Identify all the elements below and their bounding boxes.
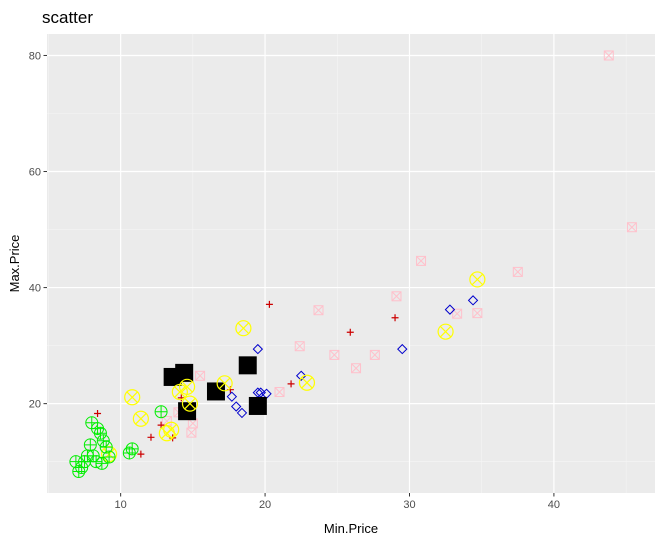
data-point-circle-cross — [235, 320, 252, 337]
x-tick-label: 20 — [259, 499, 271, 511]
data-point-circle-cross — [216, 375, 233, 392]
data-point-square-cross — [274, 387, 285, 398]
data-point-square — [175, 363, 194, 382]
data-point-diamond — [236, 407, 248, 419]
plot-panel — [47, 34, 655, 493]
data-point-square-cross — [391, 291, 402, 302]
data-point-square-cross — [313, 305, 324, 316]
data-point-square-cross — [329, 349, 340, 360]
data-point-plus — [287, 380, 295, 388]
data-point-square-cross — [603, 50, 614, 61]
data-point-plus — [157, 421, 165, 429]
data-point-square-cross — [512, 266, 523, 277]
data-point-diamond — [252, 343, 264, 355]
data-point-plus — [346, 328, 354, 336]
data-point-diamond — [397, 343, 408, 355]
y-axis-label: Max.Price — [7, 235, 22, 293]
data-point-diamond — [230, 401, 242, 412]
data-point-circle-plus — [91, 422, 105, 436]
data-point-circle-plus — [95, 456, 109, 470]
data-point-plus — [265, 300, 273, 308]
data-point-diamond — [295, 370, 307, 381]
data-point-square-cross — [186, 427, 197, 438]
y-tick-label: 60 — [29, 167, 41, 179]
x-tick-label: 30 — [403, 499, 415, 511]
data-point-circle-plus — [125, 442, 139, 456]
data-points — [69, 50, 637, 479]
data-point-circle-cross — [437, 323, 454, 340]
data-point-circle-plus — [93, 426, 107, 440]
x-tick-label: 40 — [548, 499, 560, 511]
chart-title: scatter — [42, 8, 93, 27]
data-point-circle-cross — [158, 425, 175, 442]
x-tick-label: 10 — [115, 499, 127, 511]
data-point-circle-plus — [99, 440, 113, 454]
data-point-circle-plus — [154, 405, 168, 419]
major-gridlines — [47, 34, 655, 493]
data-point-square-cross — [452, 308, 463, 319]
data-point-circle-cross — [124, 389, 141, 406]
data-point-square — [248, 396, 267, 415]
y-tick-label: 80 — [29, 50, 41, 62]
data-point-plus — [137, 450, 145, 458]
data-point-circle-cross — [298, 374, 316, 391]
axis-ticks: 10 20 30 40 20 40 60 80 — [29, 50, 560, 511]
data-point-plus — [94, 410, 102, 418]
data-point-square-cross — [472, 308, 483, 319]
data-point-circle-cross — [469, 271, 486, 288]
data-point-plus — [147, 433, 155, 441]
data-point-circle-cross — [178, 378, 196, 395]
data-point-square — [238, 356, 257, 375]
data-point-plus — [391, 314, 399, 322]
data-point-diamond — [467, 295, 479, 306]
data-point-square-cross — [626, 222, 637, 233]
data-point-diamond — [226, 391, 238, 402]
data-point-circle-cross — [132, 410, 149, 427]
data-point-square-cross — [294, 341, 305, 352]
data-point-diamond — [444, 304, 456, 315]
data-point-square-cross — [416, 255, 427, 266]
data-point-circle-plus — [83, 438, 97, 452]
data-point-circle-cross — [181, 395, 199, 412]
data-point-circle-plus — [96, 434, 110, 448]
data-point-square-cross — [195, 370, 206, 381]
data-point-square-cross — [369, 349, 380, 360]
y-tick-label: 20 — [29, 399, 41, 411]
y-tick-label: 40 — [29, 283, 41, 295]
x-axis-label: Min.Price — [324, 521, 378, 536]
data-point-square-cross — [351, 363, 362, 374]
data-point-circle-plus — [102, 450, 116, 464]
